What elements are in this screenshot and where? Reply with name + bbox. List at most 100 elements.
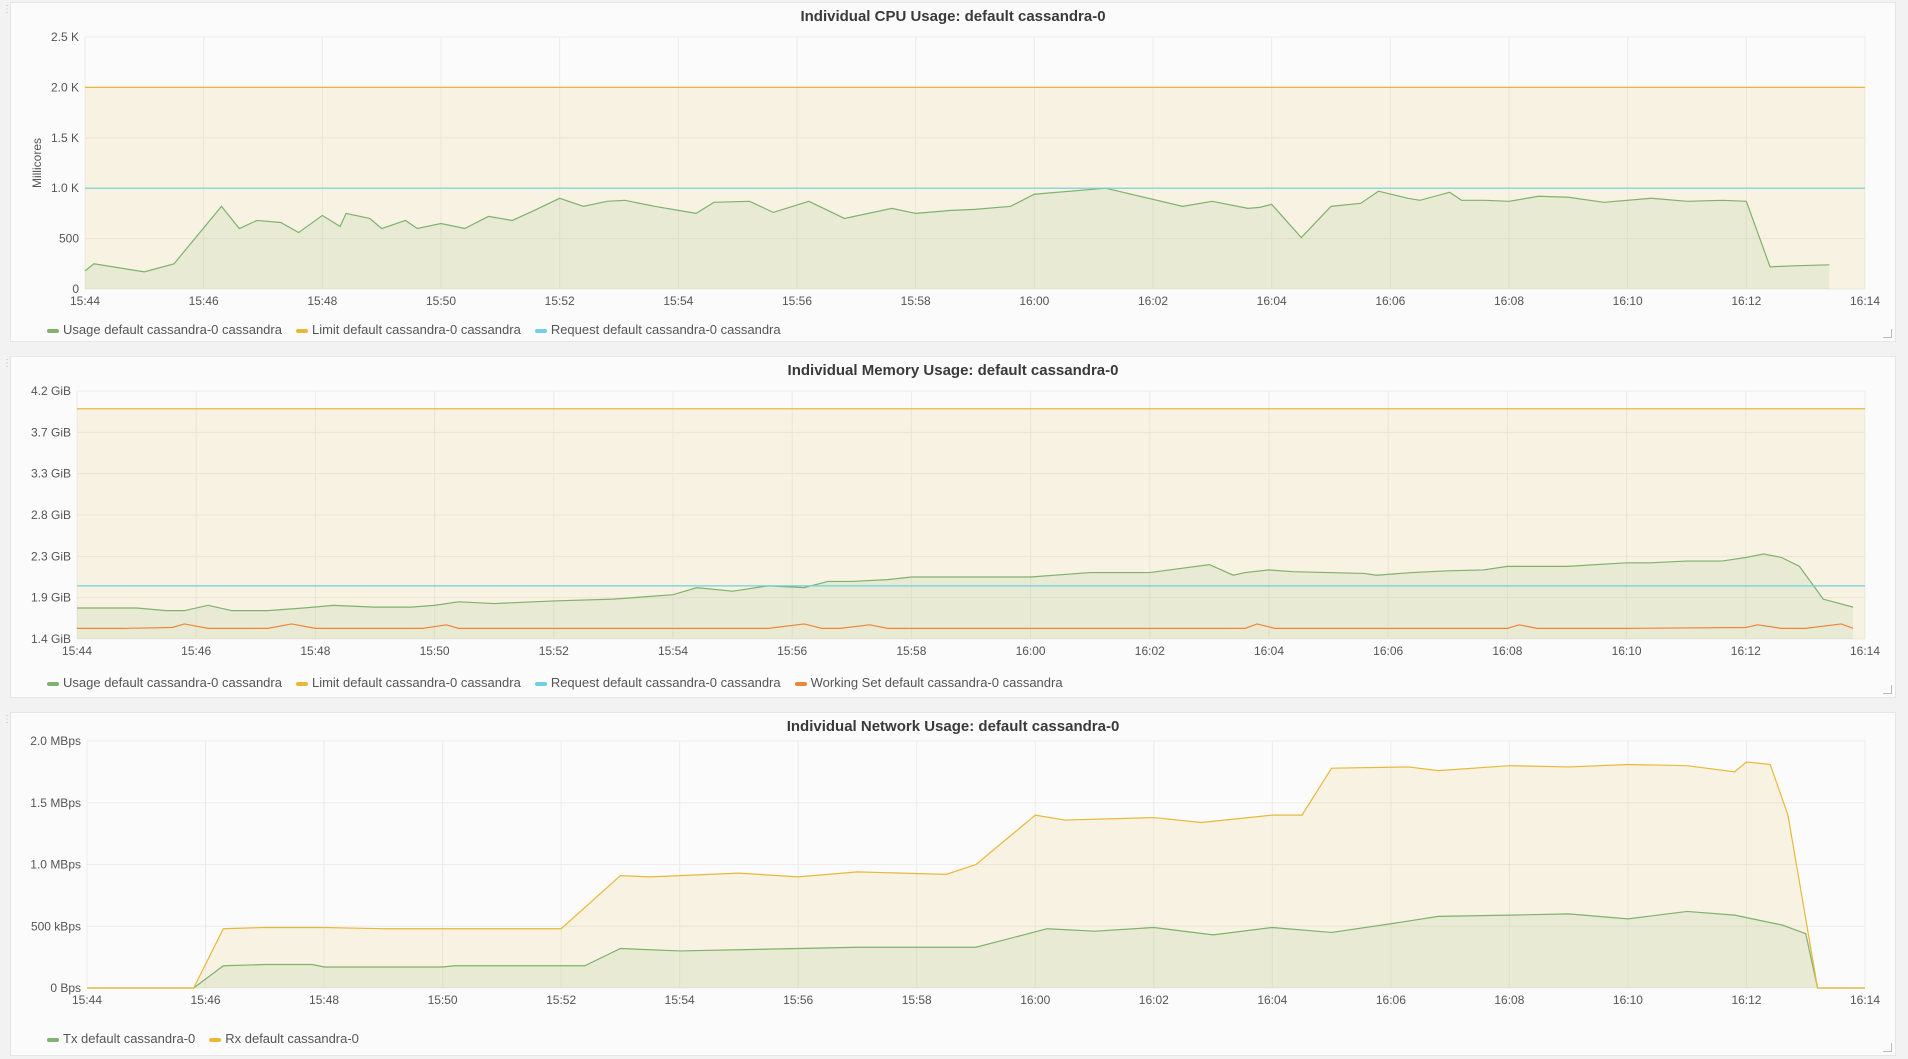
legend-item[interactable]: Tx default cassandra-0 — [47, 1031, 195, 1046]
x-tick-label: 15:44 — [72, 993, 102, 1007]
x-tick-label: 15:58 — [902, 993, 932, 1007]
legend-label: Tx default cassandra-0 — [63, 1031, 196, 1046]
y-tick-label: 2.8 GiB — [31, 508, 71, 522]
y-tick-label: 4.2 GiB — [31, 384, 71, 398]
y-tick-label: 2.0 MBps — [30, 734, 81, 748]
x-tick-label: 15:48 — [309, 993, 339, 1007]
series-line[interactable] — [87, 761, 1865, 989]
x-tick-label: 16:12 — [1731, 294, 1761, 308]
x-tick-label: 15:46 — [191, 993, 221, 1007]
legend-swatch — [47, 681, 59, 686]
x-tick-label: 16:06 — [1376, 993, 1406, 1007]
y-tick-label: 1.0 K — [51, 181, 79, 195]
x-tick-label: 16:14 — [1850, 993, 1880, 1007]
cpu-usage-chart[interactable]: 0 500 1.0 K 1.5 K 2.0 K 2.5 K 15:44 15:46 15:48 1… — [11, 3, 1897, 343]
chart-title[interactable]: Individual CPU Usage: default cassandra-… — [800, 8, 1106, 25]
legend-item[interactable]: Usage default cassandra-0 cassandra — [47, 322, 282, 337]
legend-label: Limit default cassandra-0 cassandra — [311, 322, 521, 337]
x-tick-label: 15:52 — [546, 993, 576, 1007]
legend-swatch — [534, 328, 547, 333]
legend-swatch — [47, 328, 59, 333]
y-tick-label: 3.7 GiB — [31, 425, 71, 439]
x-tick-label: 16:04 — [1257, 294, 1287, 308]
legend-item[interactable]: Working Set default cassandra-0 cassandr… — [794, 675, 1063, 690]
series-area-fill — [85, 188, 1830, 289]
y-tick-label: 1.9 GiB — [31, 591, 71, 605]
legend-item[interactable]: Limit default cassandra-0 cassandra — [295, 322, 521, 337]
legend-label: Working Set default cassandra-0 cassandr… — [810, 675, 1063, 690]
panel-drag-handle[interactable]: ⋮ — [2, 358, 12, 369]
chart-legend: Tx default cassandra-0 Rx default cassand… — [47, 1031, 373, 1046]
panel-drag-handle[interactable]: ⋮ — [2, 4, 12, 15]
series-area-fill — [77, 408, 1865, 639]
series-line[interactable] — [77, 623, 1854, 629]
series-area-fill — [87, 761, 1865, 988]
legend-label: Request default cassandra-0 cassandra — [550, 675, 781, 690]
memory-usage-chart[interactable]: 1.4 GiB 1.9 GiB 2.3 GiB 2.8 GiB 3.3 GiB 3.7 G… — [11, 357, 1897, 699]
legend-label: Rx default cassandra-0 — [225, 1031, 359, 1046]
x-tick-label: 15:50 — [426, 294, 456, 308]
legend-label: Usage default cassandra-0 cassandra — [63, 675, 282, 690]
chart-legend: Usage default cassandra-0 cassandra Limit… — [47, 675, 1077, 690]
series-area-fill — [87, 911, 1865, 988]
legend-label: Usage default cassandra-0 cassandra — [63, 322, 282, 337]
series-area-fill — [77, 553, 1854, 639]
x-tick-label: 15:52 — [545, 294, 575, 308]
x-tick-label: 15:56 — [783, 993, 813, 1007]
y-tick-label: 3.3 GiB — [31, 467, 71, 481]
x-tick-label: 15:54 — [663, 294, 693, 308]
panel-resize-handle[interactable] — [1883, 329, 1892, 338]
series-line[interactable] — [87, 910, 1865, 989]
y-tick-label: 0 — [72, 282, 79, 296]
y-tick-label: 500 — [59, 232, 79, 246]
network-usage-chart[interactable]: 0 Bps 500 kBps 1.0 MBps 1.5 MBps 2.0 MBps 15:… — [11, 713, 1897, 1057]
series-line[interactable] — [84, 187, 1830, 273]
network-usage-panel: ⋮ Individual Network Usage: default cass… — [2, 712, 1897, 1057]
panel-resize-handle[interactable] — [1883, 1043, 1892, 1052]
y-tick-label: 1.5 K — [51, 131, 79, 145]
chart-legend: Usage default cassandra-0 cassandra Limit… — [47, 322, 795, 337]
legend-label: Request default cassandra-0 cassandra — [550, 322, 781, 337]
x-tick-label: 16:00 — [1019, 294, 1049, 308]
x-tick-label: 16:04 — [1257, 993, 1287, 1007]
x-tick-label: 16:08 — [1494, 993, 1524, 1007]
legend-swatch — [209, 1037, 222, 1042]
x-tick-label: 15:54 — [665, 993, 695, 1007]
x-tick-label: 16:06 — [1375, 294, 1405, 308]
y-tick-label: 1.4 GiB — [31, 632, 71, 646]
y-tick-label: 0 Bps — [50, 981, 81, 995]
x-tick-label: 16:14 — [1850, 294, 1880, 308]
chart-title[interactable]: Individual Memory Usage: default cassand… — [787, 362, 1119, 379]
x-tick-label: 15:48 — [307, 294, 337, 308]
x-tick-label: 16:02 — [1135, 644, 1165, 658]
chart-title[interactable]: Individual Network Usage: default cassan… — [786, 718, 1120, 735]
y-tick-label: 500 kBps — [31, 919, 81, 933]
legend-swatch — [534, 681, 547, 686]
x-tick-label: 15:50 — [428, 993, 458, 1007]
x-tick-label: 16:08 — [1494, 294, 1524, 308]
x-tick-label: 15:58 — [896, 644, 926, 658]
legend-swatch — [47, 1037, 59, 1042]
series-line[interactable] — [77, 553, 1854, 612]
y-tick-label: 2.0 K — [51, 80, 79, 94]
x-tick-label: 16:10 — [1613, 993, 1643, 1007]
legend-swatch — [295, 328, 308, 333]
panel-drag-handle[interactable]: ⋮ — [2, 714, 12, 725]
legend-item[interactable]: Request default cassandra-0 cassandra — [534, 675, 781, 690]
x-tick-label: 15:46 — [181, 644, 211, 658]
x-tick-label: 15:48 — [300, 644, 330, 658]
x-tick-label: 15:54 — [658, 644, 688, 658]
legend-item[interactable]: Limit default cassandra-0 cassandra — [295, 675, 521, 690]
legend-item[interactable]: Rx default cassandra-0 — [209, 1031, 359, 1046]
legend-item[interactable]: Request default cassandra-0 cassandra — [534, 322, 781, 337]
x-tick-label: 16:10 — [1612, 644, 1642, 658]
x-tick-label: 16:14 — [1850, 644, 1880, 658]
x-tick-label: 16:02 — [1139, 993, 1169, 1007]
panel-resize-handle[interactable] — [1883, 685, 1892, 694]
x-tick-label: 16:00 — [1016, 644, 1046, 658]
x-tick-label: 16:10 — [1613, 294, 1643, 308]
x-tick-label: 16:00 — [1020, 993, 1050, 1007]
x-tick-label: 15:46 — [189, 294, 219, 308]
legend-item[interactable]: Usage default cassandra-0 cassandra — [47, 675, 282, 690]
y-tick-label: 2.5 K — [51, 30, 79, 44]
